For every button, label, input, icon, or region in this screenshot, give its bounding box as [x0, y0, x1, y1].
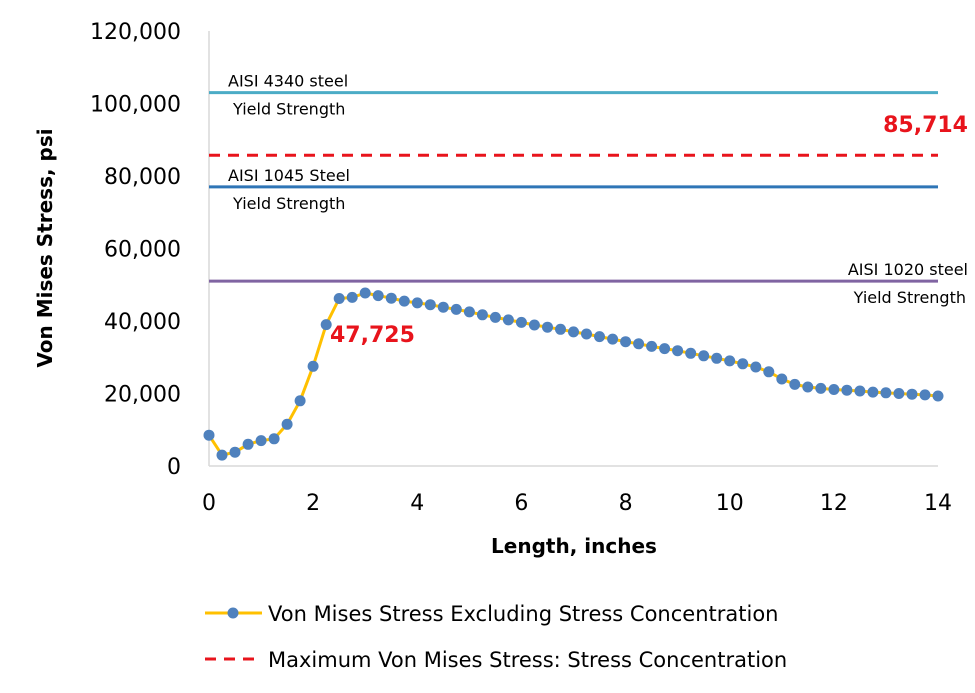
stress-data-point — [802, 381, 814, 393]
legend-item-stress-series: Von Mises Stress Excluding Stress Concen… — [205, 602, 778, 626]
stress-series-line — [207, 291, 939, 457]
legend: Von Mises Stress Excluding Stress Concen… — [205, 602, 787, 672]
stress-data-point — [685, 347, 697, 359]
stress-data-point — [698, 350, 710, 362]
x-tick-label: 8 — [619, 491, 633, 516]
stress-data-point — [906, 388, 918, 400]
stress-data-point — [411, 297, 423, 309]
legend-swatch-marker — [227, 607, 239, 619]
stress-data-point — [932, 390, 944, 402]
stress-data-point — [880, 387, 892, 399]
stress-data-point — [581, 328, 592, 340]
stress-data-point — [737, 358, 749, 370]
x-tick-label: 10 — [716, 491, 744, 516]
stress-data-point — [828, 384, 840, 395]
stress-data-point — [359, 287, 371, 299]
y-tick-label: 40,000 — [104, 310, 181, 335]
stress-data-point — [776, 373, 788, 385]
y-tick-label: 60,000 — [104, 238, 181, 263]
x-tick-labels: 0 2 4 6 8 10 12 14 — [202, 491, 952, 516]
reference-lines: AISI 4340 steel Yield Strength AISI 1045 S… — [209, 72, 968, 307]
stress-data-point — [489, 311, 501, 323]
legend-label-stress-series: Von Mises Stress Excluding Stress Concen… — [268, 602, 778, 626]
yield-strength-label: AISI 1020 steel — [848, 260, 968, 279]
stress-data-point — [633, 338, 645, 350]
stress-series — [203, 287, 944, 461]
y-tick-label: 80,000 — [104, 165, 181, 190]
stress-data-point — [724, 355, 736, 367]
legend-label-max-stress: Maximum Von Mises Stress: Stress Concent… — [268, 648, 787, 672]
stress-data-point — [424, 299, 436, 311]
yield-strength-sublabel: Yield Strength — [232, 100, 345, 119]
stress-data-point — [242, 438, 254, 450]
stress-data-point — [203, 429, 215, 441]
stress-data-point — [385, 292, 397, 304]
stress-data-point — [398, 295, 410, 307]
x-tick-label: 6 — [514, 491, 528, 516]
stress-data-point — [763, 366, 775, 378]
stress-data-point — [437, 301, 449, 313]
y-tick-label: 120,000 — [90, 20, 181, 45]
stress-data-point — [867, 386, 879, 398]
stress-data-point — [320, 319, 332, 331]
stress-data-point — [450, 303, 462, 315]
stress-data-point — [841, 384, 853, 396]
legend-item-max-stress: Maximum Von Mises Stress: Stress Concent… — [205, 648, 787, 672]
stress-data-point — [607, 333, 619, 345]
max-stress-callout: 85,714 — [883, 113, 968, 138]
y-tick-label: 100,000 — [90, 93, 181, 118]
stress-data-point — [268, 433, 280, 445]
stress-data-point — [333, 293, 345, 304]
stress-data-point — [216, 449, 228, 461]
stress-data-point — [502, 314, 514, 326]
stress-data-point — [476, 309, 488, 321]
stress-data-point — [346, 291, 358, 303]
stress-data-point — [281, 418, 293, 430]
x-tick-label: 4 — [410, 491, 424, 516]
stress-data-point — [372, 290, 384, 302]
x-tick-label: 14 — [924, 491, 952, 516]
y-tick-labels: 0 20,000 40,000 60,000 80,000 100,000 120,000 — [90, 20, 181, 480]
x-axis-title: Length, inches — [491, 534, 657, 558]
x-tick-label: 0 — [202, 491, 216, 516]
stress-data-point — [515, 316, 527, 328]
yield-strength-label: AISI 4340 steel — [228, 72, 348, 91]
stress-data-point — [255, 435, 267, 447]
stress-data-point — [854, 385, 866, 397]
stress-data-point — [672, 345, 684, 357]
stress-data-point — [893, 388, 905, 399]
y-axis-title: Von Mises Stress, psi — [33, 128, 57, 367]
stress-data-point — [789, 378, 801, 390]
stress-data-point — [463, 306, 475, 318]
stress-data-point — [646, 340, 658, 352]
stress-data-point — [307, 360, 319, 372]
y-tick-label: 0 — [167, 455, 181, 480]
stress-data-point — [815, 382, 827, 394]
yield-strength-sublabel: Yield Strength — [853, 288, 966, 307]
stress-data-point — [919, 389, 931, 401]
stress-data-point — [620, 336, 632, 348]
yield-strength-sublabel: Yield Strength — [232, 194, 345, 213]
stress-data-point — [568, 326, 579, 338]
stress-data-point — [659, 343, 671, 355]
stress-data-point — [528, 319, 540, 331]
x-tick-label: 12 — [820, 491, 848, 516]
stress-data-point — [750, 361, 762, 373]
yield-strength-label: AISI 1045 Steel — [228, 166, 350, 185]
stress-data-point — [555, 323, 566, 335]
stress-data-point — [294, 395, 306, 407]
stress-data-point — [711, 352, 723, 364]
peak-stress-callout: 47,725 — [330, 323, 415, 348]
x-tick-label: 2 — [306, 491, 320, 516]
y-tick-label: 20,000 — [104, 383, 181, 408]
stress-data-point — [542, 321, 553, 333]
stress-data-point — [229, 446, 241, 458]
stress-data-point — [594, 331, 605, 343]
